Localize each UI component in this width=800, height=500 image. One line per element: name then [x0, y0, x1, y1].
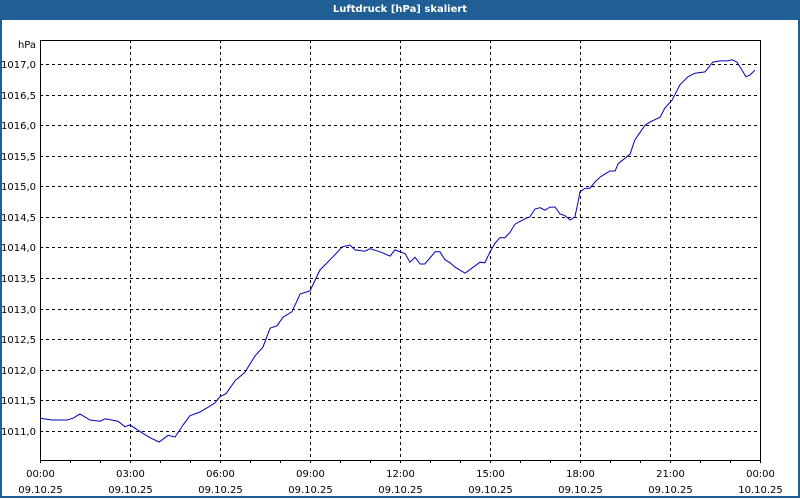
y-tick-label: 1016,5: [1, 91, 36, 102]
x-tick-time-label: 12:00: [386, 469, 415, 480]
x-tick-time-label: 15:00: [476, 469, 505, 480]
x-tick-date-label: 09.10.25: [108, 485, 153, 496]
y-tick-label: 1015,5: [1, 152, 36, 163]
y-tick-label: 1011,0: [1, 427, 36, 438]
x-tick-date-label: 09.10.25: [648, 485, 693, 496]
y-tick-label: 1013,0: [1, 305, 36, 316]
y-tick-label: 1013,5: [1, 274, 36, 285]
x-tick-time-label: 06:00: [206, 469, 235, 480]
x-tick-date-label: 09.10.25: [18, 485, 63, 496]
y-tick-label: 1012,5: [1, 335, 36, 346]
x-tick-time-label: 18:00: [566, 469, 595, 480]
x-tick-time-label: 00:00: [26, 469, 55, 480]
y-tick-label: 1014,5: [1, 213, 36, 224]
x-tick-time-label: 00:00: [746, 469, 775, 480]
y-tick-label: 1014,0: [1, 243, 36, 254]
grid-lines: [40, 40, 760, 460]
x-tick-date-label: 10.10.25: [738, 485, 783, 496]
x-tick-date-label: 09.10.25: [468, 485, 513, 496]
x-tick-date-label: 09.10.25: [558, 485, 603, 496]
x-tick-time-label: 03:00: [116, 469, 145, 480]
window-title: Luftdruck [hPa] skaliert: [0, 0, 800, 20]
x-tick-time-label: 09:00: [296, 469, 325, 480]
y-tick-label: 1015,0: [1, 182, 36, 193]
y-tick-label: 1016,0: [1, 121, 36, 132]
y-axis: hPa 1017,0 1016,5 1016,0 1015,5 1015,0 1014,5…: [1, 40, 36, 438]
x-axis: 00:00 09.10.25 03:00 09.10.25 06:00 09.10.25 0…: [18, 460, 783, 496]
x-tick-time-label: 21:00: [656, 469, 685, 480]
y-axis-unit-label: hPa: [18, 40, 36, 51]
pressure-line: [39, 59, 756, 443]
y-tick-label: 1017,0: [1, 60, 36, 71]
plot-frame: [40, 40, 761, 461]
y-tick-label: 1011,5: [1, 396, 36, 407]
x-tick-date-label: 09.10.25: [288, 485, 333, 496]
x-tick-date-label: 09.10.25: [198, 485, 243, 496]
x-tick-date-label: 09.10.25: [378, 485, 423, 496]
y-tick-label: 1012,0: [1, 366, 36, 377]
